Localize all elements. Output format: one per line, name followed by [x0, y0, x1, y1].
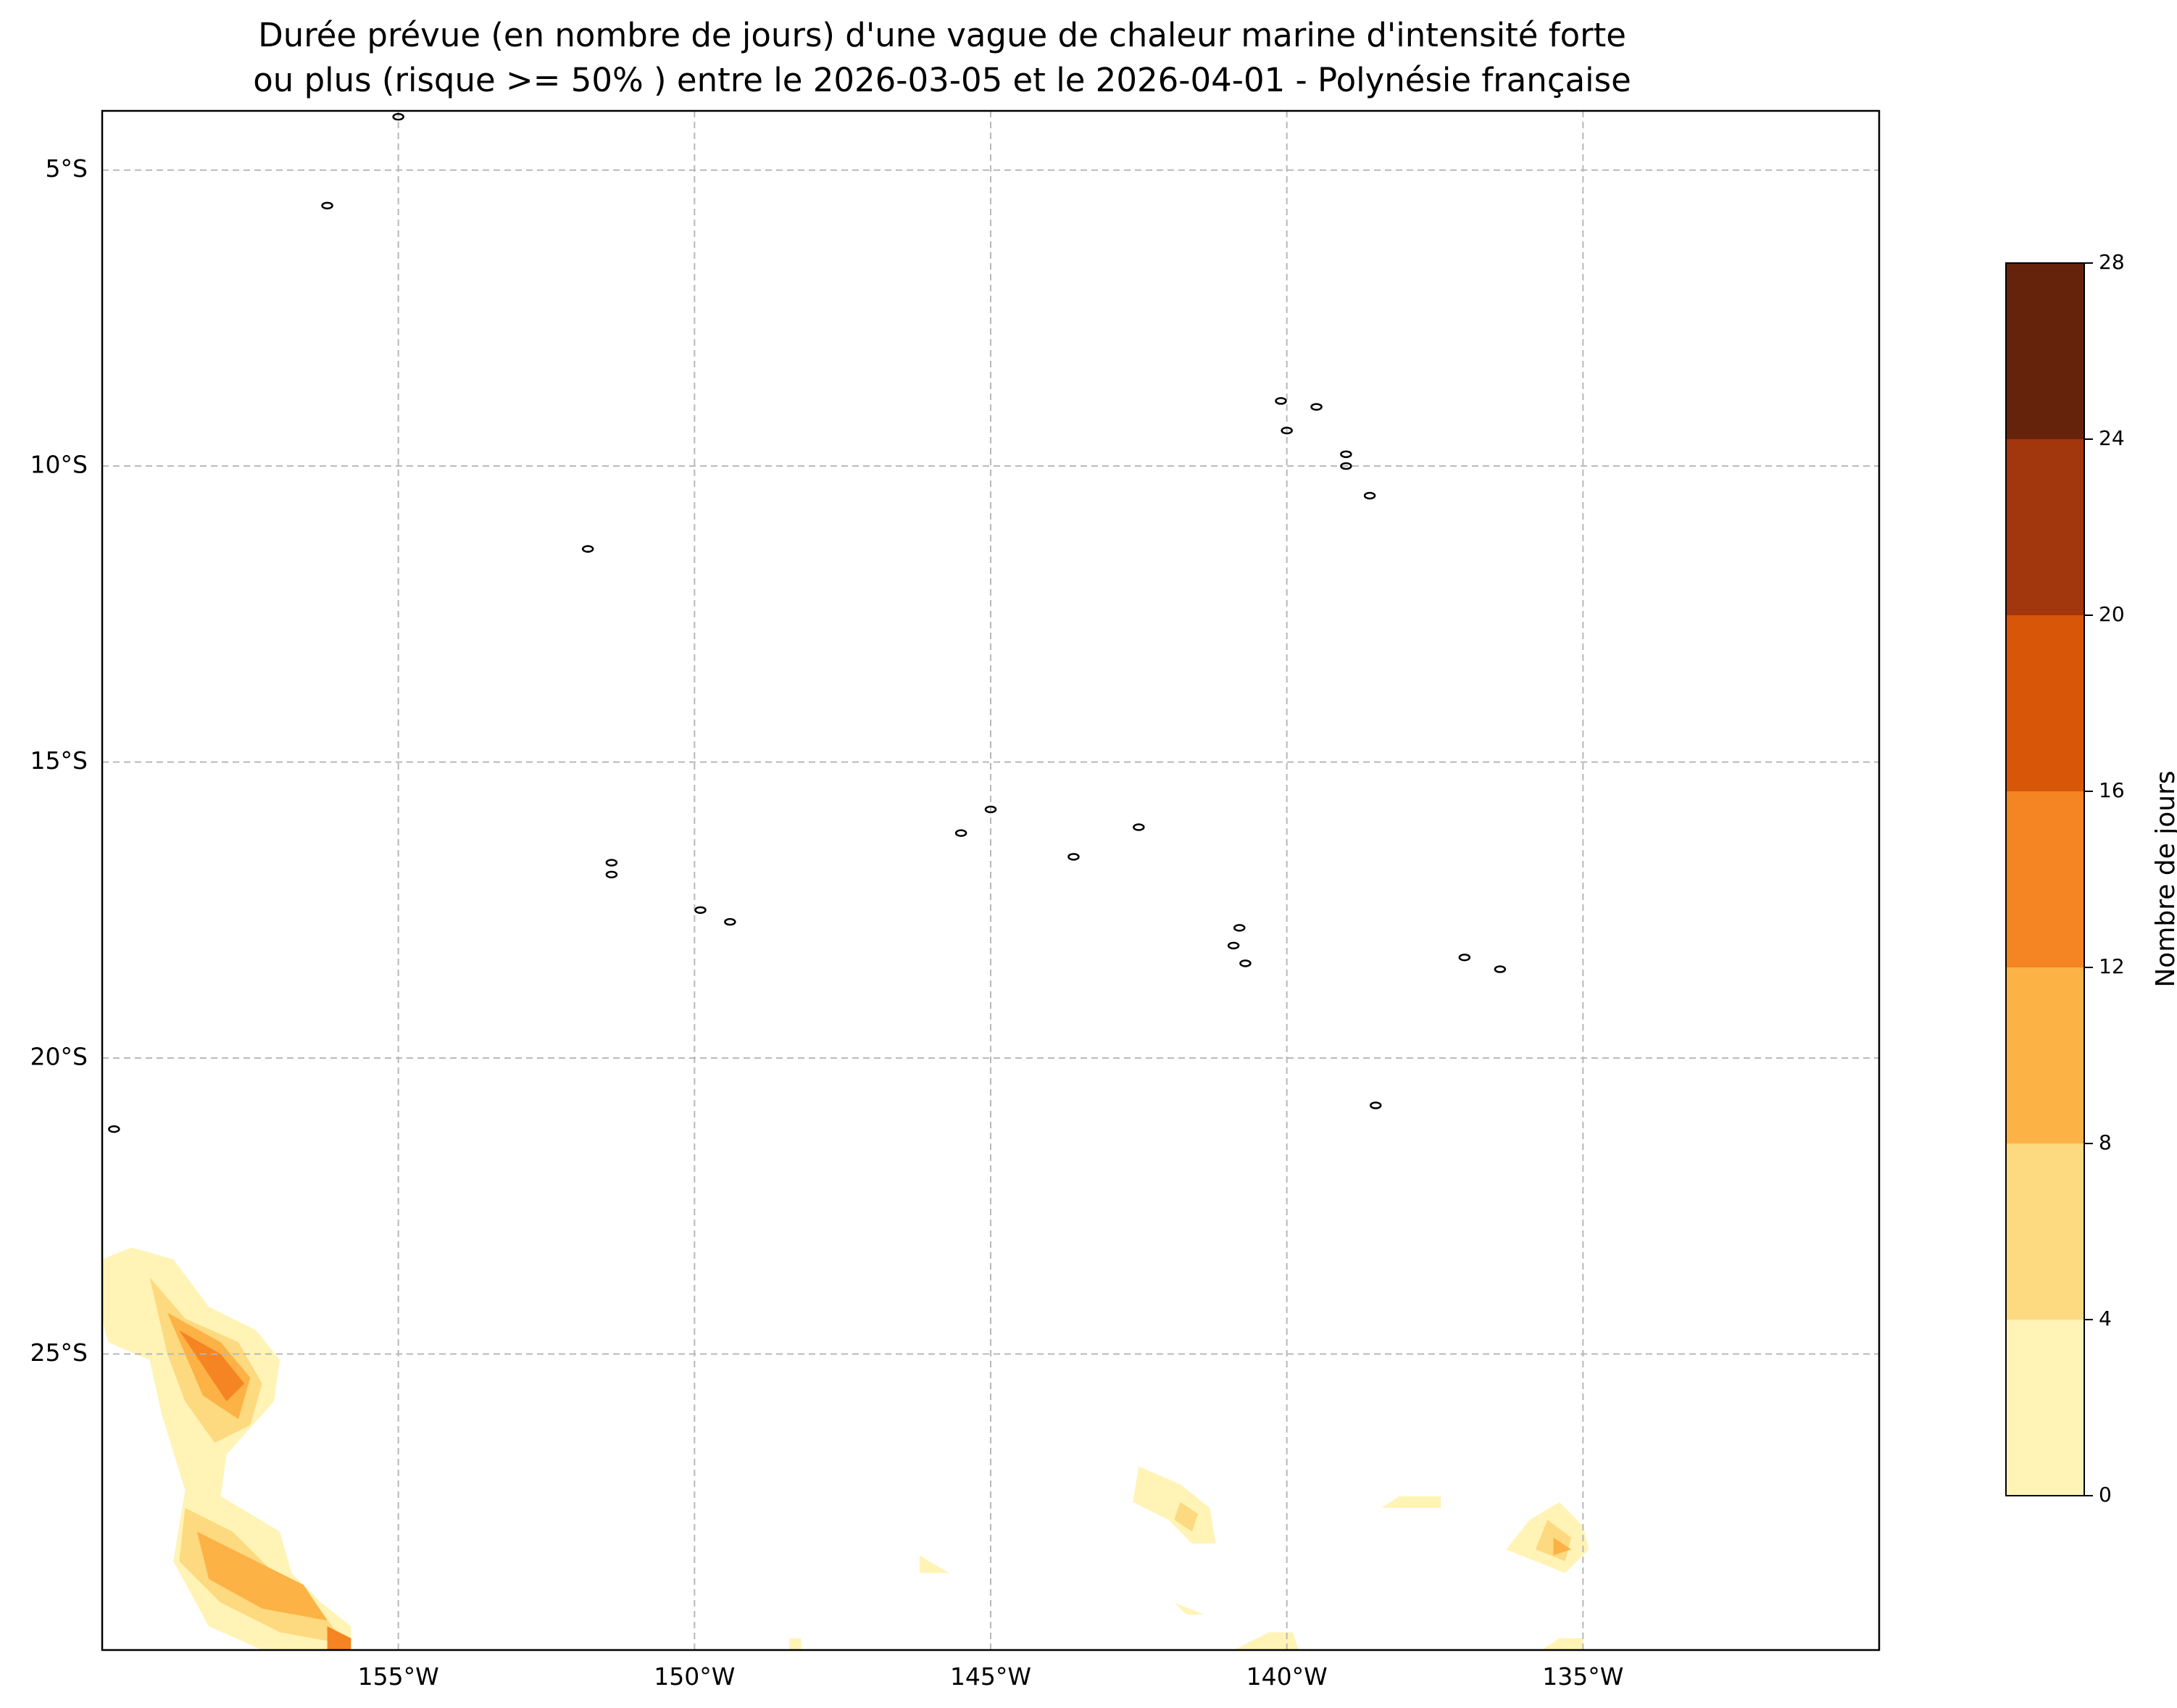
island-coastline-22: [1370, 1101, 1382, 1109]
title-line-2: ou plus (risque >= 50% ) entre le 2026-0…: [253, 61, 1631, 99]
island-coastline-10: [984, 805, 997, 814]
colorbar-tick-label: 12: [2099, 954, 2125, 978]
island-coastline-16: [724, 917, 736, 926]
island-coastline-2: [1275, 397, 1287, 405]
map-frame: [101, 109, 1881, 1651]
island-coastline-13: [605, 859, 618, 867]
island-coastline-18: [1227, 941, 1240, 950]
colorbar: 0 4 8 12 16 20 24 28 Nombre de jours: [2005, 250, 2177, 1507]
lat-tick-label: 20°S: [30, 1043, 88, 1071]
island-coastline-7: [1363, 491, 1376, 500]
colorbar-band-0: [2006, 1320, 2084, 1496]
island-coastline-14: [605, 870, 618, 879]
colorbar-tick-label: 28: [2099, 250, 2125, 274]
latitude-tick-labels: 5°S 10°S 15°S 20°S 25°S: [30, 154, 88, 1367]
colorbar-tick-label: 4: [2099, 1307, 2112, 1330]
colorbar-tick-label: 0: [2099, 1483, 2112, 1507]
island-coastline-4: [1281, 426, 1293, 435]
lat-tick-label: 25°S: [30, 1338, 88, 1367]
island-coastline-19: [1239, 959, 1252, 967]
island-coastline-11: [1133, 823, 1145, 831]
island-coastline-12: [1067, 853, 1080, 861]
island-coastline-20: [1458, 953, 1471, 962]
colorbar-band-1: [2006, 1143, 2084, 1320]
coastlines: [108, 112, 1507, 1133]
colorbar-tick-label: 24: [2099, 426, 2125, 450]
lon-tick-label: 155°W: [358, 1662, 439, 1691]
heat-region-12: [1553, 1537, 1571, 1556]
colorbar-band-4: [2006, 615, 2084, 791]
title-line-1: Durée prévue (en nombre de jours) d'une …: [258, 16, 1626, 54]
island-coastline-5: [1340, 450, 1352, 459]
heat-region-16: [1233, 1632, 1299, 1650]
heat-region-15: [789, 1638, 802, 1650]
heatwave-duration-layer: [102, 1247, 1589, 1650]
heat-region-7: [1133, 1466, 1216, 1544]
heat-region-4: [196, 1531, 328, 1621]
heat-region-13: [919, 1555, 949, 1573]
chart-title: Durée prévue (en nombre de jours) d'une …: [0, 13, 1884, 103]
island-coastline-9: [954, 829, 967, 837]
island-coastline-0: [392, 112, 404, 121]
island-coastline-8: [581, 545, 594, 553]
colorbar-tick-label: 8: [2099, 1130, 2112, 1154]
longitude-tick-labels: 155°W 150°W 145°W 140°W 135°W: [358, 1662, 1624, 1691]
island-coastline-21: [1494, 965, 1507, 973]
heat-region-0: [102, 1247, 351, 1650]
heat-region-8: [1174, 1501, 1199, 1532]
island-coastline-1: [321, 201, 333, 209]
heat-region-17: [1541, 1638, 1583, 1650]
colorbar-tick-label: 16: [2099, 778, 2125, 802]
colorbar-label: Nombre de jours: [2151, 770, 2177, 987]
lon-tick-label: 150°W: [654, 1662, 735, 1691]
lat-tick-label: 15°S: [30, 746, 88, 775]
lon-tick-label: 145°W: [950, 1662, 1031, 1691]
island-coastline-6: [1340, 462, 1352, 470]
heat-region-5: [179, 1330, 245, 1401]
colorbar-tick-label: 20: [2099, 602, 2125, 626]
colorbar-band-5: [2006, 439, 2084, 615]
colorbar-bands: [2006, 263, 2084, 1496]
lon-tick-label: 140°W: [1246, 1662, 1328, 1691]
lat-tick-label: 5°S: [46, 154, 88, 183]
lat-tick-label: 10°S: [30, 451, 88, 479]
colorbar-band-2: [2006, 967, 2084, 1143]
colorbar-ticks: 0 4 8 12 16 20 24 28: [2084, 250, 2125, 1507]
gridlines: [102, 111, 1879, 1650]
island-coastline-23: [108, 1125, 120, 1133]
heat-region-14: [1174, 1602, 1204, 1615]
island-coastline-3: [1310, 403, 1323, 411]
colorbar-band-6: [2006, 263, 2084, 439]
heat-region-9: [1381, 1496, 1441, 1508]
island-coastline-17: [1233, 924, 1246, 932]
island-coastline-15: [694, 906, 707, 915]
heat-region-6: [327, 1626, 351, 1650]
colorbar-frame: [2005, 262, 2085, 1496]
lon-tick-label: 135°W: [1542, 1662, 1623, 1691]
colorbar-band-3: [2006, 791, 2084, 967]
